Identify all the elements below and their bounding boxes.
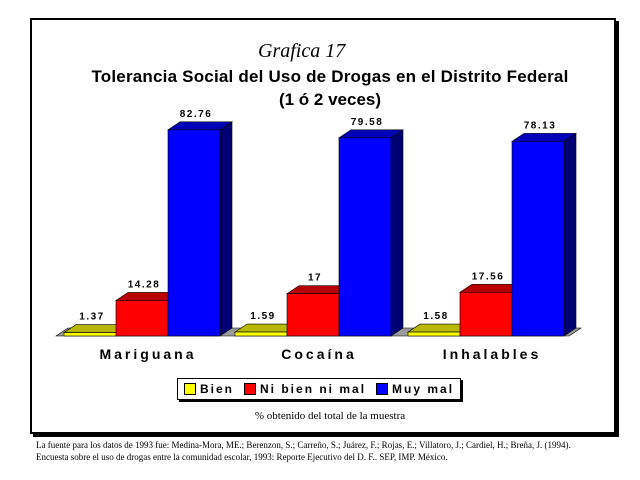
data-label-muy-mal-inhalables: 78.13 — [524, 120, 557, 131]
category-label-cocaina: Cocaína — [281, 346, 356, 362]
legend-label-ni-bien-ni-mal: Ni bien ni mal — [260, 382, 367, 396]
data-label-bien-mariguana: 1.37 — [79, 312, 104, 323]
legend-swatch-muy-mal — [376, 383, 389, 395]
source-line-2: Encuesta sobre el uso de drogas entre la… — [36, 452, 448, 462]
data-label-muy-mal-mariguana: 82.76 — [180, 109, 213, 120]
bar-ni-bien-ni-mal-inhalables — [459, 291, 513, 337]
bar-ni-bien-ni-mal-cocaina — [286, 293, 340, 337]
category-label-mariguana: Mariguana — [99, 346, 196, 362]
bar-muy-mal-inhalables — [511, 141, 565, 337]
data-label-ni-bien-ni-mal-inhalables: 17.56 — [472, 271, 505, 282]
bar-ni-bien-ni-mal-mariguana — [115, 300, 169, 337]
category-label-inhalables: Inhalables — [443, 346, 541, 362]
chart-note: % obtenido del total de la muestra — [254, 410, 406, 422]
legend-swatch-ni-bien-ni-mal — [244, 383, 257, 395]
chart-subtitle: (1 ó 2 veces) — [278, 90, 382, 109]
source-line-1: La fuente para los datos de 1993 fue: Me… — [36, 440, 571, 450]
legend-item-muy-mal: Muy mal — [376, 382, 454, 396]
bar-side-muy-mal-cocaina — [390, 129, 404, 337]
legend-item-bien: Bien — [184, 382, 234, 396]
bar-side-muy-mal-mariguana — [219, 121, 233, 337]
chart-legend: Bien Ni bien ni mal Muy mal — [177, 378, 462, 400]
bar-muy-mal-cocaina — [338, 137, 392, 337]
data-label-bien-cocaina: 1.59 — [250, 311, 275, 322]
chart-title: Tolerancia Social del Uso de Drogas en e… — [91, 67, 569, 86]
bar-bien-inhalables — [407, 331, 461, 337]
legend-label-muy-mal: Muy mal — [392, 382, 455, 396]
data-label-ni-bien-ni-mal-mariguana: 14.28 — [128, 279, 161, 290]
legend-label-bien: Bien — [200, 382, 235, 396]
bar-muy-mal-mariguana — [167, 129, 221, 337]
bar-bien-mariguana — [63, 332, 117, 337]
legend-swatch-bien — [184, 383, 196, 395]
data-label-ni-bien-ni-mal-cocaina: 17 — [308, 273, 322, 284]
data-label-muy-mal-cocaina: 79.58 — [351, 117, 384, 128]
chart-heading: Grafica 17 — [258, 40, 346, 62]
source-citation: La fuente para los datos de 1993 fue: Me… — [36, 439, 626, 463]
data-label-bien-inhalables: 1.58 — [423, 311, 448, 322]
bar-bien-cocaina — [234, 331, 288, 337]
bar-side-muy-mal-inhalables — [563, 132, 577, 337]
legend-item-ni-bien-ni-mal: Ni bien ni mal — [244, 382, 366, 396]
